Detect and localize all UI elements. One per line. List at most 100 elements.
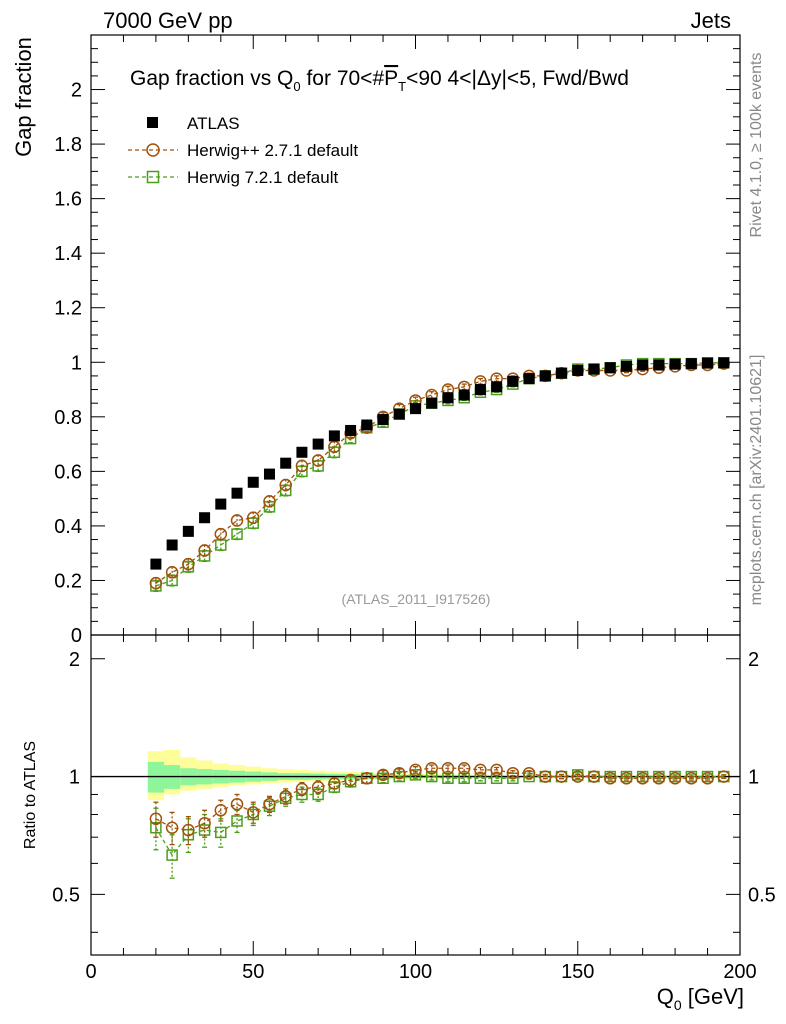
atlas-point bbox=[312, 438, 324, 450]
y-tick-label: 1.2 bbox=[54, 298, 82, 320]
ratio-herwigpp-point bbox=[409, 763, 422, 777]
y-tick-label: 1 bbox=[71, 352, 82, 374]
atlas-point bbox=[247, 476, 259, 488]
header-energy: 7000 GeV pp bbox=[103, 8, 233, 33]
herwigpp-line bbox=[155, 362, 724, 584]
herwigpp-point bbox=[311, 454, 325, 467]
ratio-herwigpp-point bbox=[182, 823, 195, 837]
ratio-herwigpp-point bbox=[539, 770, 552, 783]
ratio-y-tick-label-right: 0.5 bbox=[748, 884, 776, 906]
herwigpp-point bbox=[279, 478, 292, 492]
ratio-herwigpp-point bbox=[620, 772, 633, 785]
ratio-y-tick-label-right: 1 bbox=[748, 767, 759, 789]
atlas-point bbox=[685, 358, 697, 370]
ratio-herwigpp-point bbox=[457, 762, 471, 775]
y-tick-label: 1.4 bbox=[54, 243, 82, 265]
ratio-herwigpp-point bbox=[425, 762, 438, 775]
herwigpp-point bbox=[295, 459, 309, 473]
atlas-point bbox=[637, 359, 649, 371]
atlas-point bbox=[491, 381, 503, 393]
y-tick-label: 0.8 bbox=[54, 407, 82, 429]
atlas-point bbox=[328, 430, 340, 442]
chart-title: Gap fraction vs Q0 for 70<#PT<90 4<|Δy|<… bbox=[130, 67, 629, 94]
ratio-herwigpp-point bbox=[165, 821, 179, 834]
ratio-herwigpp-point bbox=[198, 816, 211, 830]
herwigpp-point bbox=[149, 576, 163, 590]
y-tick-label: 2 bbox=[71, 80, 82, 102]
ratio-herwigpp-point bbox=[279, 790, 292, 803]
ratio-herwigpp-point bbox=[376, 768, 390, 782]
ratio-herwigpp-point bbox=[685, 772, 698, 785]
ratio-herwigpp-point bbox=[571, 770, 584, 783]
ratio-herwigpp-point bbox=[149, 812, 163, 826]
atlas-point bbox=[166, 539, 178, 551]
title-p-overlined: P bbox=[384, 67, 398, 90]
ratio-herwigpp-point bbox=[344, 773, 357, 787]
ratio-band-inner bbox=[147, 761, 165, 793]
ratio-herwig7-point bbox=[474, 772, 487, 785]
ratio-y-tick-label: 1 bbox=[69, 767, 80, 789]
atlas-point bbox=[280, 457, 292, 469]
x-tick-label: 150 bbox=[561, 961, 594, 983]
atlas-point bbox=[669, 358, 681, 370]
ratio-herwigpp-point bbox=[506, 766, 520, 780]
ratio-herwigpp-point bbox=[247, 806, 260, 819]
legend-herwig7-marker bbox=[146, 170, 160, 184]
y-tick-label: 0.4 bbox=[54, 516, 82, 538]
atlas-point bbox=[296, 446, 308, 458]
ratio-y-tick-label-right: 2 bbox=[748, 649, 759, 671]
ratio-herwig7-point bbox=[166, 849, 178, 861]
ratio-herwigpp-point bbox=[668, 772, 682, 785]
x-axis-title: Q0 [GeV] bbox=[657, 984, 744, 1013]
atlas-point bbox=[702, 357, 714, 369]
atlas-point bbox=[523, 373, 535, 385]
ratio-herwigpp-point bbox=[603, 772, 617, 785]
atlas-point bbox=[604, 362, 616, 374]
ratio-herwig7-point bbox=[507, 772, 519, 785]
ratio-herwig7-point bbox=[409, 769, 422, 781]
ratio-herwigpp-point bbox=[490, 763, 503, 777]
ratio-herwigpp-point bbox=[474, 763, 487, 777]
ratio-herwigpp-point bbox=[441, 762, 455, 775]
ratio-herwigpp-point bbox=[360, 772, 374, 785]
x-tick-label: 0 bbox=[85, 961, 96, 983]
ratio-herwigpp-point bbox=[214, 804, 228, 817]
ratio-herwig7-point bbox=[231, 815, 243, 827]
legend-atlas-marker bbox=[147, 117, 158, 128]
atlas-point bbox=[263, 468, 275, 480]
herwigpp-point bbox=[182, 557, 195, 571]
legend-herwig7-label: Herwig 7.2.1 default bbox=[187, 168, 338, 187]
ratio-herwigpp-point bbox=[587, 770, 601, 783]
ratio-herwigpp-point bbox=[555, 770, 568, 783]
ratio-axis-title: Ratio to ATLAS bbox=[22, 741, 39, 849]
legend-atlas-label: ATLAS bbox=[187, 114, 240, 133]
atlas-point bbox=[377, 414, 389, 426]
rivet-label: Rivet 4.1.0, ≥ 100k events bbox=[748, 53, 765, 238]
legend-herwigpp-marker bbox=[146, 143, 160, 157]
y-tick-label: 0.2 bbox=[54, 570, 82, 592]
x-tick-label: 50 bbox=[242, 961, 264, 983]
x-tick-label: 100 bbox=[399, 961, 432, 983]
herwigpp-point bbox=[247, 511, 260, 524]
ratio-herwigpp-line bbox=[155, 767, 724, 831]
atlas-point bbox=[361, 419, 373, 431]
ratio-herwig7-point bbox=[490, 772, 503, 785]
header-jets: Jets bbox=[691, 8, 731, 33]
atlas-point bbox=[507, 375, 519, 387]
ratio-herwigpp-point bbox=[522, 766, 536, 780]
atlas-point bbox=[215, 498, 227, 510]
atlas-point bbox=[150, 558, 162, 570]
herwigpp-point bbox=[198, 544, 211, 557]
analysis-tag: (ATLAS_2011_I917526) bbox=[342, 591, 491, 607]
ratio-herwigpp-point bbox=[263, 797, 276, 811]
ratio-herwigpp-point bbox=[230, 797, 244, 811]
y-axis-title: Gap fraction bbox=[11, 37, 36, 157]
legend: ATLAS Herwig++ 2.7.1 default Herwig 7.2.… bbox=[128, 114, 358, 187]
ratio-plot-frame bbox=[90, 634, 741, 956]
y-tick-label: 0 bbox=[71, 625, 82, 647]
legend-herwigpp-label: Herwig++ 2.7.1 default bbox=[187, 141, 358, 160]
atlas-point bbox=[393, 408, 405, 420]
atlas-point bbox=[231, 487, 243, 499]
y-tick-label: 0.6 bbox=[54, 461, 82, 483]
atlas-point bbox=[539, 370, 551, 382]
